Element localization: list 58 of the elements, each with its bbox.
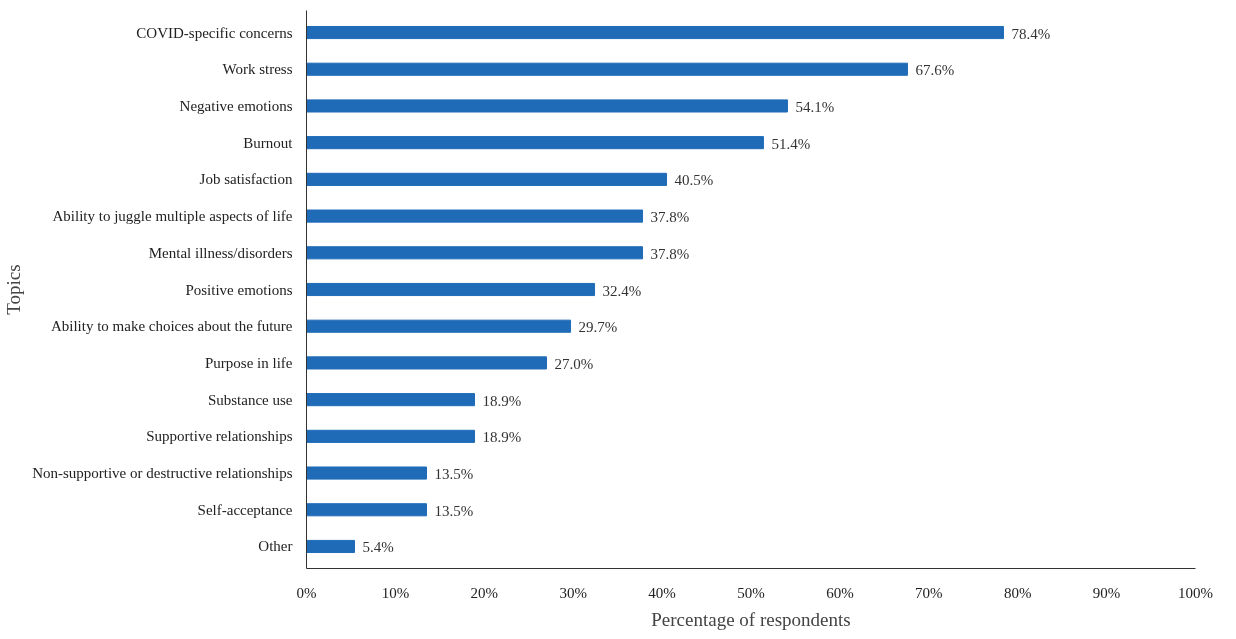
data-label: 5.4% (362, 539, 394, 556)
y-tick-label: Other (258, 538, 293, 555)
bar (306, 62, 908, 76)
bar (306, 356, 548, 370)
bar (306, 99, 788, 113)
y-tick-label: Ability to juggle multiple aspects of life (52, 208, 293, 225)
data-label: 18.9% (482, 429, 522, 446)
data-label: 37.8% (650, 245, 690, 262)
bar (306, 246, 644, 260)
y-tick-label: Self-acceptance (197, 501, 293, 518)
data-label: 37.8% (650, 209, 690, 226)
y-tick-label: Non-supportive or destructive relationships (32, 465, 293, 482)
y-tick-label: Negative emotions (179, 97, 293, 114)
bar (306, 503, 428, 517)
y-tick-label: Work stress (222, 61, 293, 78)
x-tick-label: 80% (1003, 584, 1032, 601)
bar (306, 136, 764, 150)
data-label: 67.6% (915, 62, 955, 79)
y-tick-label: Positive emotions (185, 281, 293, 298)
y-tick-label: Mental illness/disorders (148, 244, 293, 261)
bar (306, 539, 356, 554)
bar (306, 282, 596, 297)
y-tick-label: Job satisfaction (199, 171, 293, 188)
x-tick-label: 60% (826, 584, 854, 601)
bar (306, 209, 644, 223)
y-tick-label: COVID-specific concerns (136, 24, 293, 41)
x-tick-label: 20% (470, 584, 499, 601)
data-label: 13.5% (434, 466, 474, 483)
x-tick-label: 0% (296, 584, 317, 601)
bar (306, 172, 668, 186)
data-label: 51.4% (771, 135, 811, 152)
bar (306, 429, 476, 443)
data-label: 27.0% (554, 355, 594, 372)
bar (306, 466, 428, 480)
data-label: 29.7% (578, 319, 618, 336)
y-tick-label: Ability to make choices about the future (50, 318, 293, 335)
y-tick-label: Burnout (243, 134, 294, 151)
x-tick-label: 10% (381, 584, 410, 601)
y-tick-label: Substance use (207, 391, 293, 408)
y-axis-title: Topics (3, 264, 25, 315)
x-tick-label: 100% (1178, 584, 1213, 601)
bar (306, 393, 476, 407)
data-label: 54.1% (795, 98, 835, 115)
data-label: 13.5% (434, 502, 474, 519)
y-tick-label: Supportive relationships (146, 428, 293, 445)
data-label: 18.9% (482, 392, 522, 409)
y-tick-label: Purpose in life (205, 354, 293, 371)
bar (306, 319, 572, 333)
x-tick-label: 50% (737, 584, 765, 601)
x-tick-label: 40% (648, 584, 676, 601)
x-tick-label: 90% (1092, 584, 1121, 601)
data-label: 32.4% (602, 282, 642, 299)
x-axis-title: Percentage of respondents (651, 608, 851, 630)
bar (306, 25, 1004, 40)
data-label: 40.5% (674, 172, 714, 189)
x-tick-label: 30% (559, 584, 587, 601)
data-label: 78.4% (1011, 25, 1051, 42)
x-tick-label: 70% (915, 584, 943, 601)
